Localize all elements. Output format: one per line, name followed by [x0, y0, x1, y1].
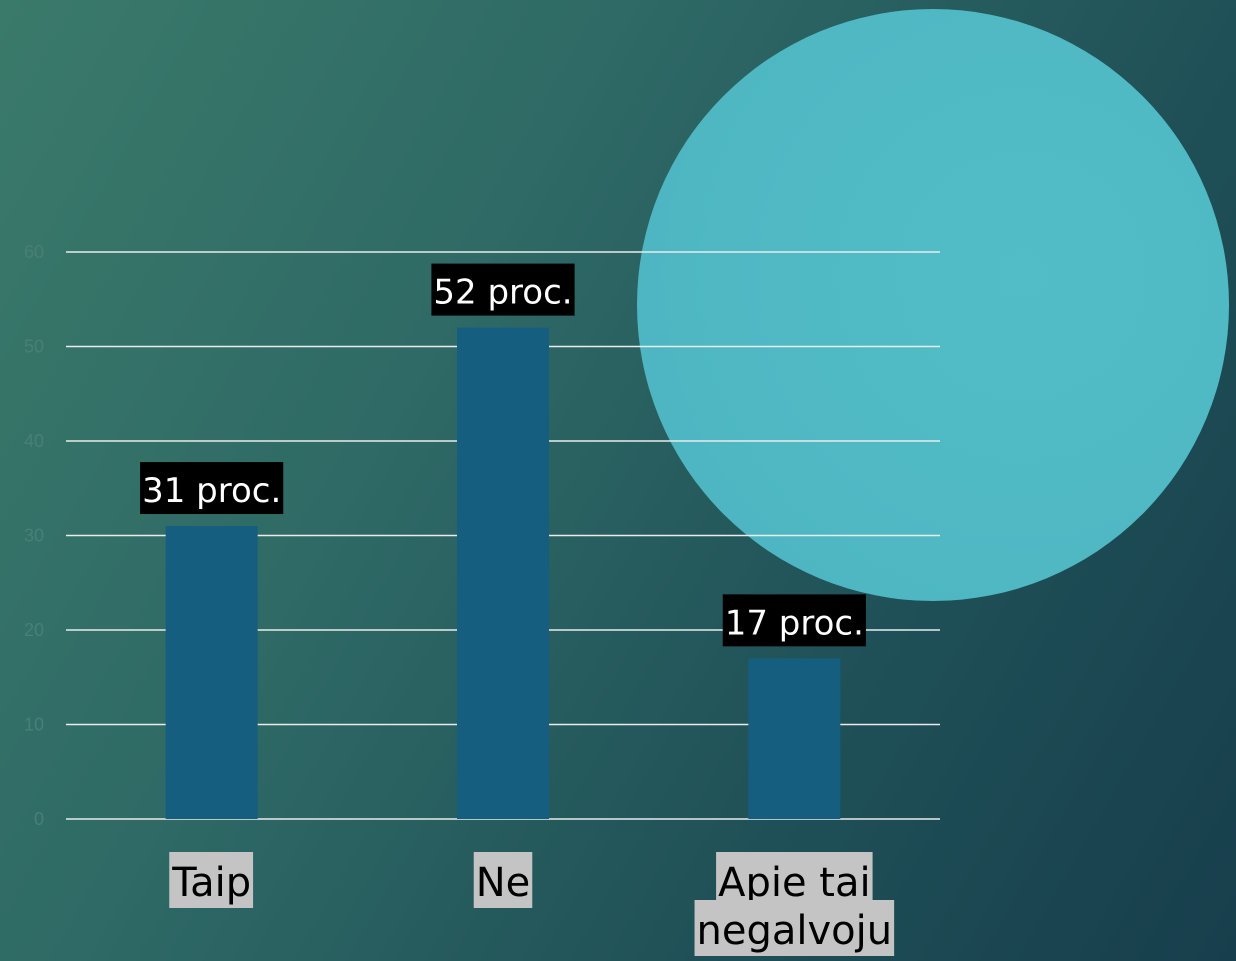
data-label-text: 31 proc. [142, 471, 281, 511]
y-tick-label: 10 [24, 715, 44, 735]
bar [165, 526, 258, 819]
category-label-background [716, 852, 873, 908]
data-label-text: 52 proc. [433, 273, 572, 313]
category-label-background [169, 852, 254, 908]
data-label-background [140, 462, 284, 515]
category-label-background [473, 852, 533, 908]
data-label: 31 proc. [140, 462, 284, 515]
category-label: Taip [169, 852, 254, 908]
y-tick-label: 60 [24, 242, 44, 262]
data-label-background [431, 263, 575, 316]
y-tick-label: 20 [24, 620, 44, 640]
category-label-text: negalvoju [697, 908, 893, 954]
data-label: 52 proc. [431, 263, 575, 316]
category-label-background [694, 900, 895, 956]
data-label-text: 17 proc. [725, 603, 864, 643]
decorative-circle [637, 9, 1229, 601]
y-axis-tick-labels: 0 10 20 30 40 50 60 [24, 242, 44, 829]
y-tick-label: 0 [34, 809, 44, 829]
y-tick-label: 30 [24, 526, 44, 546]
bars [165, 327, 841, 819]
bar [748, 658, 841, 819]
category-label-text: Taip [171, 860, 251, 906]
y-tick-label: 40 [24, 431, 44, 451]
category-label-text: Apie tai [718, 860, 871, 906]
data-label: 17 proc. [722, 594, 866, 647]
data-labels: 31 proc. 52 proc. 17 proc. [140, 263, 866, 647]
category-label-text: Ne [476, 860, 531, 906]
bar [457, 327, 549, 819]
category-label: Ne [473, 852, 533, 908]
y-tick-label: 50 [24, 337, 44, 357]
data-label-background [722, 594, 866, 647]
